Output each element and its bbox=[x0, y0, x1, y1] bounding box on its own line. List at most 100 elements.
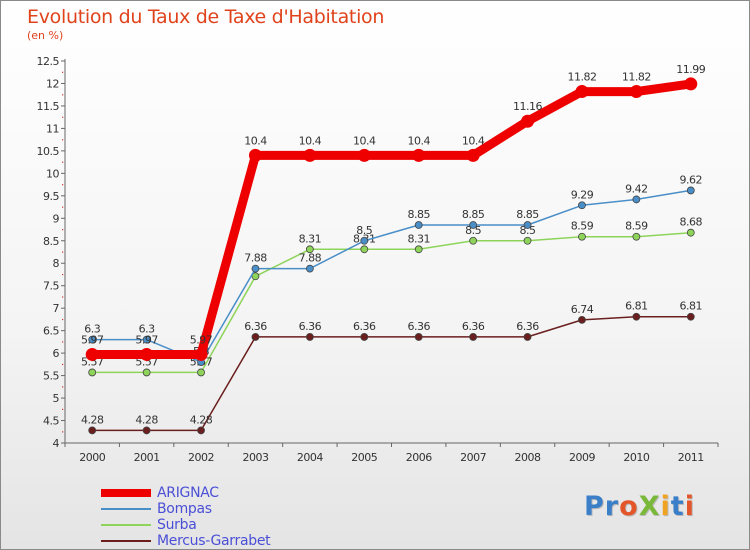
data-label: 6.36 bbox=[407, 320, 430, 333]
data-point bbox=[686, 228, 695, 237]
data-label: 8.59 bbox=[571, 220, 594, 233]
data-label: 8.59 bbox=[625, 220, 648, 233]
data-label: 9.42 bbox=[625, 182, 648, 195]
data-label: 6.81 bbox=[625, 300, 648, 313]
y-tick-label: 9.5 bbox=[43, 190, 59, 203]
legend-swatch bbox=[101, 524, 151, 526]
data-point bbox=[305, 245, 314, 254]
data-point bbox=[578, 232, 586, 241]
data-label: 8.5 bbox=[465, 224, 481, 237]
data-point bbox=[88, 368, 97, 377]
data-label: 10.4 bbox=[353, 134, 376, 147]
series-line bbox=[92, 79, 692, 359]
data-point bbox=[251, 333, 260, 341]
chart-legend: ARIGNAC Bompas Surba Mercus-Garrabet bbox=[101, 485, 271, 549]
data-point bbox=[142, 368, 151, 377]
data-label: 7.88 bbox=[244, 252, 267, 265]
y-tick-label: 6.5 bbox=[43, 325, 59, 338]
x-tick-label: 2008 bbox=[515, 451, 541, 464]
x-tick-label: 2002 bbox=[188, 451, 214, 464]
data-point bbox=[412, 148, 426, 162]
series-line bbox=[92, 315, 691, 432]
y-minor-tick bbox=[62, 296, 64, 298]
y-minor-tick bbox=[62, 431, 64, 433]
data-label: 4.28 bbox=[190, 413, 213, 426]
data-point bbox=[632, 195, 641, 204]
x-tick-label: 2001 bbox=[134, 451, 160, 464]
y-tick-label: 11 bbox=[46, 122, 59, 135]
data-point bbox=[251, 272, 260, 281]
data-point bbox=[414, 333, 423, 341]
y-minor-tick bbox=[62, 408, 64, 410]
data-point bbox=[686, 312, 695, 321]
data-point bbox=[305, 264, 314, 273]
y-minor-tick bbox=[62, 251, 64, 253]
data-label: 8.31 bbox=[407, 232, 430, 245]
data-point bbox=[197, 368, 205, 377]
legend-label: Surba bbox=[157, 517, 197, 533]
data-point bbox=[85, 347, 99, 361]
y-tick-label: 5 bbox=[53, 392, 60, 405]
data-label: 8.5 bbox=[356, 224, 372, 237]
data-point bbox=[632, 312, 641, 321]
y-minor-tick bbox=[62, 318, 64, 321]
x-tick-label: 2007 bbox=[460, 451, 486, 464]
data-point bbox=[632, 232, 641, 241]
data-point bbox=[414, 221, 423, 229]
legend-item: Surba bbox=[101, 517, 270, 533]
y-tick-label: 9 bbox=[53, 212, 60, 225]
data-point bbox=[578, 315, 586, 324]
x-tick-label: 2004 bbox=[297, 451, 323, 464]
data-point bbox=[523, 221, 532, 229]
data-label: 11.82 bbox=[567, 71, 596, 84]
data-point bbox=[251, 264, 260, 273]
y-tick-label: 10.5 bbox=[37, 145, 60, 158]
y-minor-tick bbox=[62, 273, 64, 276]
y-minor-tick bbox=[62, 139, 64, 141]
data-point bbox=[629, 85, 643, 99]
y-tick-label: 4 bbox=[53, 437, 60, 450]
data-point bbox=[521, 114, 535, 128]
x-tick-label: 2010 bbox=[623, 451, 649, 464]
data-label: 8.5 bbox=[520, 224, 536, 237]
data-point bbox=[684, 77, 698, 91]
data-label: 6.36 bbox=[299, 320, 322, 333]
y-minor-tick bbox=[62, 206, 64, 208]
legend-item: Mercus-Garrabet bbox=[101, 533, 271, 549]
y-tick-label: 6 bbox=[53, 347, 60, 360]
data-label: 5.97 bbox=[190, 333, 213, 346]
data-label: 6.36 bbox=[462, 320, 485, 333]
data-label: 4.28 bbox=[135, 413, 158, 426]
y-minor-tick bbox=[62, 116, 64, 118]
data-point bbox=[466, 148, 480, 162]
y-minor-tick bbox=[62, 71, 64, 73]
data-label: 8.85 bbox=[407, 208, 430, 221]
y-minor-tick bbox=[62, 229, 64, 231]
y-tick-label: 4.5 bbox=[43, 415, 59, 428]
x-tick-label: 2009 bbox=[569, 451, 595, 464]
y-tick-label: 10 bbox=[46, 167, 59, 180]
series-arignac: 5.97 5.97 5.97 10.4 10.4 10.4 10.4 10.4 11.16 11.… bbox=[81, 63, 706, 361]
data-point bbox=[523, 333, 532, 341]
chart-title: Evolution du Taux de Taxe d'Habitation bbox=[27, 6, 385, 28]
y-tick-label: 11.5 bbox=[37, 100, 60, 113]
data-label: 8.31 bbox=[299, 232, 322, 245]
series-surba: 5.575.575.578.318.318.318.58.58.598.598.… bbox=[81, 216, 703, 377]
legend-swatch bbox=[101, 508, 151, 510]
y-minor-tick bbox=[62, 341, 64, 343]
data-point bbox=[575, 85, 589, 99]
data-point bbox=[469, 333, 478, 341]
x-tick-label: 2003 bbox=[242, 451, 268, 464]
data-point bbox=[197, 426, 205, 435]
data-point bbox=[305, 333, 314, 341]
data-point bbox=[360, 236, 369, 245]
data-label: 6.36 bbox=[353, 320, 376, 333]
data-label: 10.4 bbox=[462, 134, 485, 147]
data-label: 10.4 bbox=[244, 134, 267, 147]
legend-swatch bbox=[101, 489, 151, 497]
x-tick-label: 2000 bbox=[79, 451, 105, 464]
data-label: 4.28 bbox=[81, 413, 104, 426]
data-point bbox=[140, 347, 154, 361]
data-label: 6.81 bbox=[680, 300, 703, 313]
data-label: 6.3 bbox=[84, 323, 100, 336]
